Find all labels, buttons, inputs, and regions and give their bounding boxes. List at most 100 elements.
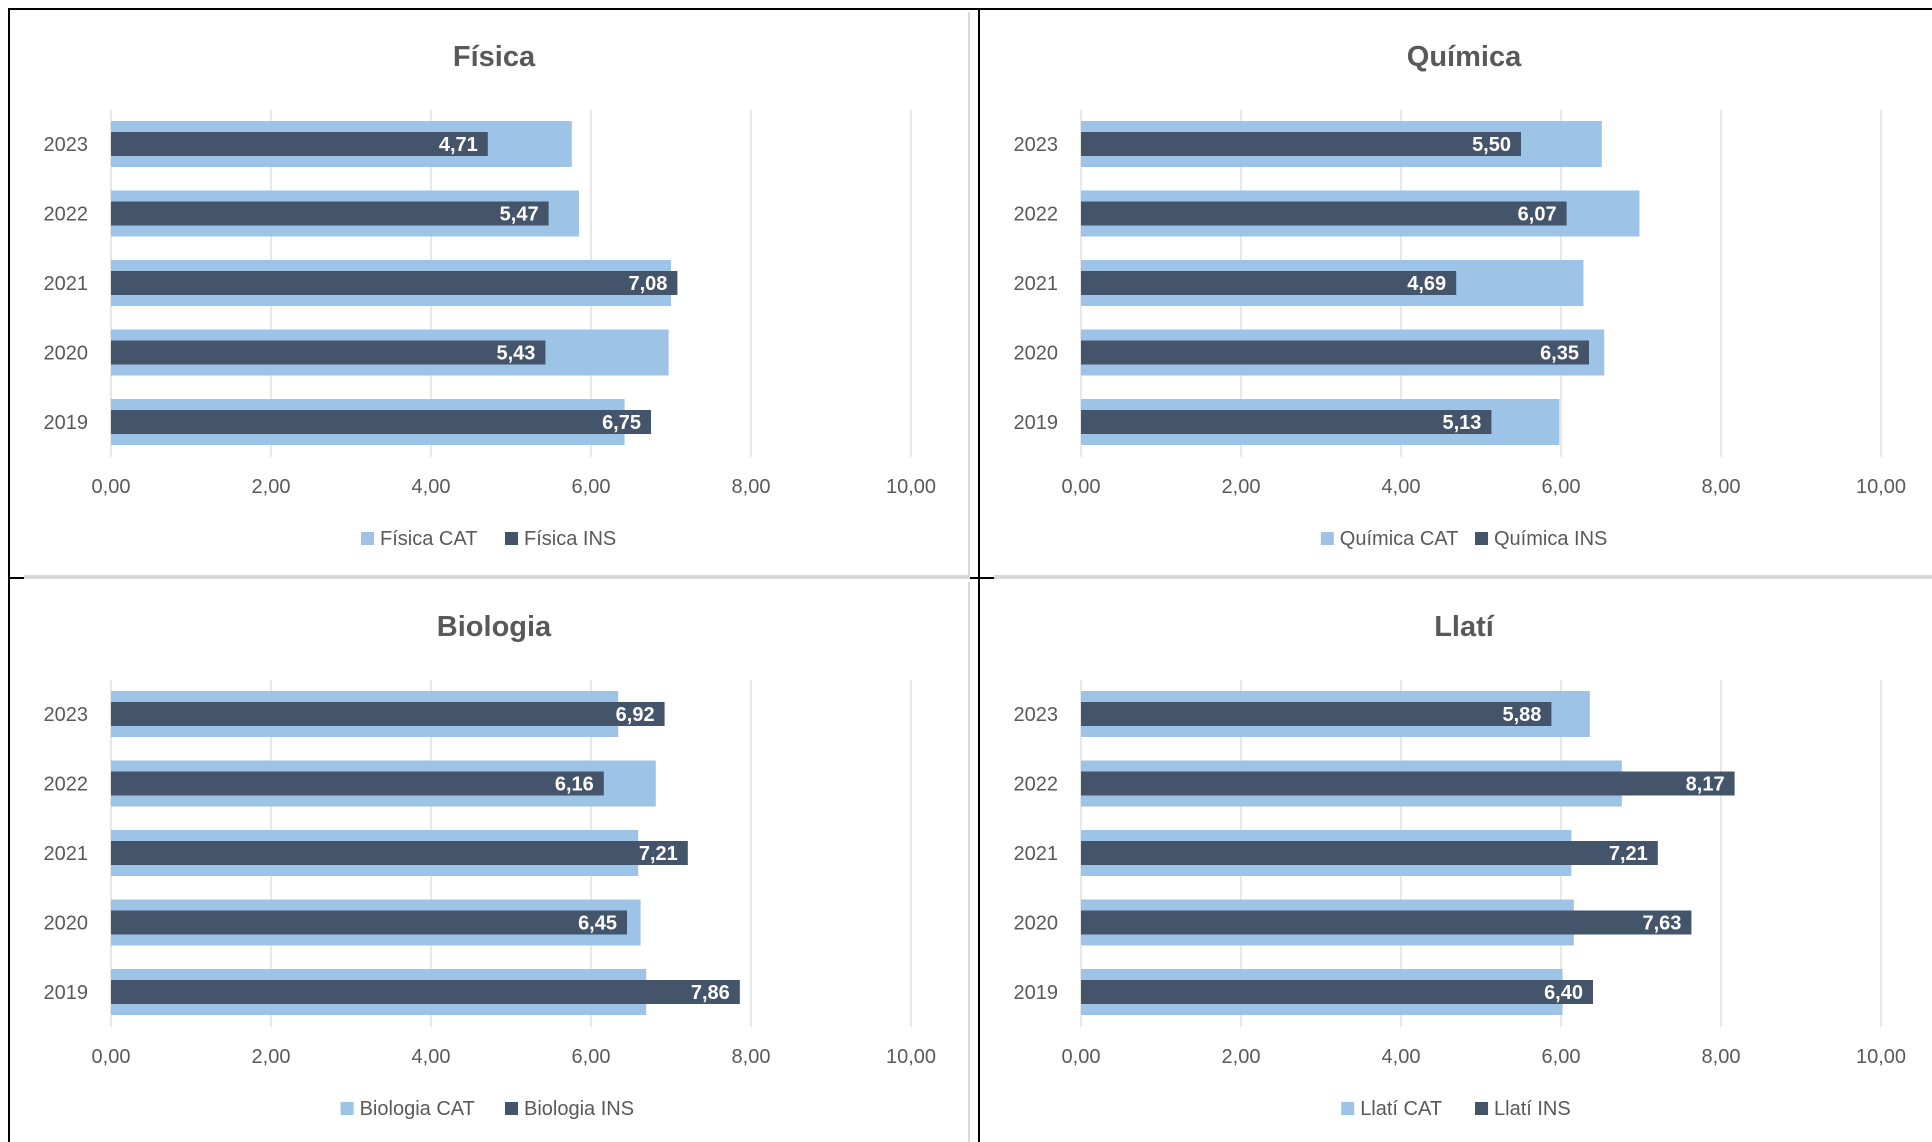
- bar-ins: [1081, 410, 1492, 434]
- legend-swatch: [505, 532, 518, 545]
- legend-swatch: [1320, 532, 1334, 545]
- data-label: 5,50: [1472, 134, 1511, 156]
- x-tick-label: 4,00: [412, 1046, 451, 1068]
- legend: Llatí CAT Llatí INS: [1341, 1098, 1571, 1120]
- chart-title: Física: [453, 41, 536, 73]
- bar-ins: [111, 841, 688, 865]
- chart-svg: Química 0,00 2,00 4,00 6,00 8,00 10,00 2023 5,50…: [1014, 41, 1907, 550]
- bar-ins: [111, 410, 651, 434]
- y-tick-label: 2022: [44, 774, 89, 796]
- x-tick-label: 6,00: [572, 1046, 611, 1068]
- y-tick-label: 2022: [44, 204, 89, 226]
- x-tick-label: 10,00: [1856, 1046, 1906, 1068]
- x-tick-label: 0,00: [1062, 1046, 1101, 1068]
- bar-ins: [1081, 340, 1589, 365]
- x-tick-label: 10,00: [886, 476, 936, 498]
- bar-ins: [1081, 841, 1658, 865]
- bar-ins: [111, 132, 488, 156]
- bar-ins: [1081, 910, 1692, 935]
- chart-svg: Física 0,00 2,00 4,00 6,00 8,00 10,00 2023 4,71 2…: [44, 41, 937, 550]
- y-tick-label: 2021: [1014, 273, 1059, 295]
- bar-ins: [111, 702, 665, 726]
- x-tick-label: 4,00: [1382, 1046, 1421, 1068]
- y-tick-label: 2019: [1014, 412, 1059, 434]
- data-label: 6,35: [1540, 343, 1579, 365]
- y-tick-label: 2023: [1014, 134, 1059, 156]
- chart-svg: Biologia 0,00 2,00 4,00 6,00 8,00 10,00 2023 6,9…: [44, 611, 937, 1120]
- bar-ins: [111, 340, 546, 365]
- bar-ins: [1081, 980, 1593, 1004]
- bar-ins: [111, 980, 740, 1004]
- chart-panel-biologia: Biologia 0,00 2,00 4,00 6,00 8,00 10,00 2023 6,9…: [24, 582, 970, 1142]
- bar-ins: [111, 201, 549, 226]
- y-tick-label: 2021: [44, 273, 89, 295]
- x-tick-label: 0,00: [92, 476, 131, 498]
- legend-label: Química CAT: [1340, 528, 1459, 550]
- legend: Química CAT Química INS: [1320, 528, 1607, 550]
- chart-title: Química: [1407, 41, 1522, 73]
- bar-ins: [1081, 201, 1567, 226]
- legend-label: Física INS: [524, 528, 616, 550]
- legend-swatch: [1475, 1102, 1488, 1115]
- data-label: 5,47: [500, 204, 539, 226]
- legend-label: Química INS: [1494, 528, 1607, 550]
- x-tick-label: 8,00: [1702, 1046, 1741, 1068]
- legend-label: Llatí CAT: [1360, 1098, 1442, 1120]
- x-tick-label: 4,00: [1382, 476, 1421, 498]
- x-tick-label: 2,00: [252, 1046, 291, 1068]
- data-label: 6,16: [555, 774, 594, 796]
- chart-panel-llati: Llatí 0,00 2,00 4,00 6,00 8,00 10,00 2023 5,88 20…: [994, 582, 1932, 1142]
- x-tick-label: 2,00: [1222, 476, 1261, 498]
- data-label: 4,71: [439, 134, 478, 156]
- data-label: 5,13: [1442, 412, 1481, 434]
- y-tick-label: 2021: [44, 843, 89, 865]
- y-tick-label: 2023: [44, 704, 89, 726]
- x-tick-label: 4,00: [412, 476, 451, 498]
- data-label: 6,75: [602, 412, 641, 434]
- frame-line: [978, 8, 980, 1142]
- x-tick-label: 0,00: [92, 1046, 131, 1068]
- y-tick-label: 2021: [1014, 843, 1059, 865]
- y-tick-label: 2019: [1014, 982, 1059, 1004]
- bar-ins: [1081, 702, 1552, 726]
- y-tick-label: 2022: [1014, 774, 1059, 796]
- data-label: 7,08: [628, 273, 667, 295]
- y-tick-label: 2019: [44, 982, 89, 1004]
- data-label: 8,17: [1686, 774, 1725, 796]
- legend-swatch: [505, 1102, 518, 1115]
- legend-label: Biologia INS: [524, 1098, 634, 1120]
- data-label: 7,86: [691, 982, 730, 1004]
- x-tick-label: 10,00: [886, 1046, 936, 1068]
- data-label: 6,45: [578, 913, 617, 935]
- data-label: 7,21: [1609, 843, 1648, 865]
- legend-swatch: [1341, 1102, 1355, 1115]
- chart-panel-quimica: Química 0,00 2,00 4,00 6,00 8,00 10,00 2023 5,50…: [994, 12, 1932, 579]
- x-tick-label: 6,00: [1542, 476, 1581, 498]
- y-tick-label: 2020: [44, 343, 89, 365]
- frame-line: [8, 577, 1932, 579]
- x-tick-label: 2,00: [1222, 1046, 1261, 1068]
- legend-swatch: [1475, 532, 1488, 545]
- legend-swatch: [340, 1102, 354, 1115]
- y-tick-label: 2020: [44, 913, 89, 935]
- data-label: 6,92: [616, 704, 655, 726]
- y-tick-label: 2019: [44, 412, 89, 434]
- legend: Física CAT Física INS: [361, 528, 616, 550]
- data-label: 5,43: [496, 343, 535, 365]
- y-tick-label: 2022: [1014, 204, 1059, 226]
- data-label: 6,40: [1544, 982, 1583, 1004]
- x-tick-label: 0,00: [1062, 476, 1101, 498]
- chart-title: Llatí: [1434, 611, 1495, 643]
- legend: Biologia CAT Biologia INS: [340, 1098, 634, 1120]
- data-label: 4,69: [1407, 273, 1446, 295]
- frame-line: [8, 8, 1932, 10]
- x-tick-label: 8,00: [732, 1046, 771, 1068]
- data-label: 5,88: [1502, 704, 1541, 726]
- x-tick-label: 8,00: [1702, 476, 1741, 498]
- bar-ins: [1081, 771, 1735, 796]
- chart-title: Biologia: [437, 611, 552, 643]
- data-label: 7,21: [639, 843, 678, 865]
- frame-line: [8, 8, 10, 1142]
- x-tick-label: 8,00: [732, 476, 771, 498]
